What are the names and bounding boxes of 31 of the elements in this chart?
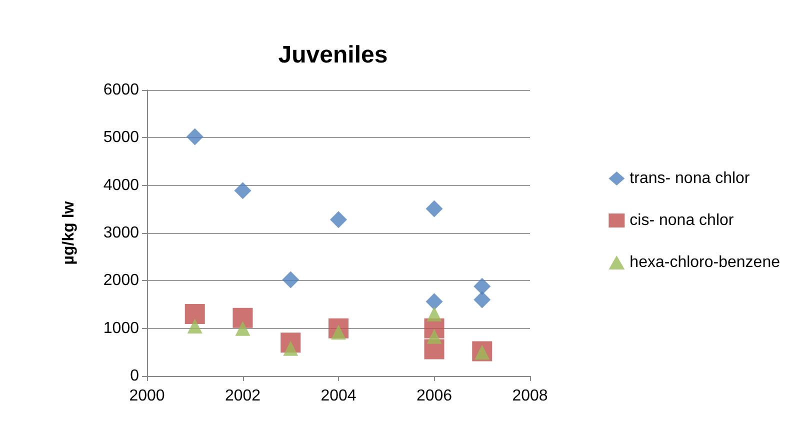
- point: [426, 293, 443, 310]
- point: [187, 318, 202, 334]
- y-tick-label: 6000: [103, 82, 140, 98]
- y-tick-label: 5000: [103, 129, 140, 146]
- point: [184, 304, 205, 324]
- point: [186, 128, 204, 146]
- point: [426, 328, 442, 344]
- y-tick-label: 3000: [103, 224, 140, 242]
- point: [426, 306, 442, 322]
- x-tick-label: 2002: [224, 388, 261, 404]
- point: [282, 271, 300, 288]
- x-tick-label: 2008: [512, 388, 548, 404]
- y-tick-label: 1000: [103, 320, 140, 337]
- x-tick-label: 2000: [129, 388, 165, 404]
- y-tick-label: 2000: [103, 272, 140, 290]
- point: [474, 291, 491, 308]
- y-axis-title: µg/kg lw: [60, 200, 78, 265]
- point: [232, 308, 253, 328]
- point: [235, 320, 250, 336]
- legend-label: hexa-chloro-benzene: [630, 254, 780, 271]
- point: [330, 211, 347, 228]
- point: [474, 278, 491, 295]
- x-tick-label: 2004: [320, 388, 356, 404]
- legend-label: trans- nona chlor: [630, 170, 750, 187]
- legend-label: cis- nona chlor: [630, 212, 734, 229]
- x-tick-label: 2006: [416, 388, 452, 404]
- y-tick-label: 4000: [103, 176, 140, 194]
- point: [426, 200, 443, 218]
- chart-title: Juveniles: [278, 42, 388, 68]
- point: [234, 182, 252, 200]
- y-tick-label: 0: [130, 368, 140, 384]
